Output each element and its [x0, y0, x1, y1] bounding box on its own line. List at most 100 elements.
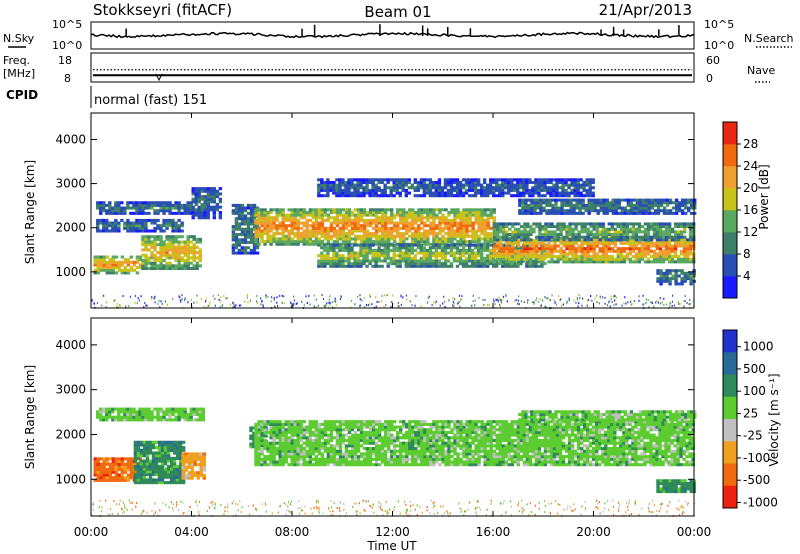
power-cell: [622, 255, 627, 259]
power-cell: [677, 301, 680, 304]
power-cell: [235, 304, 237, 307]
power-cell: [432, 213, 436, 217]
velocity-cell: [166, 472, 171, 477]
power-cell: [495, 186, 499, 190]
power-cell: [195, 256, 199, 260]
velocity-cell: [175, 475, 180, 479]
power-cell: [669, 303, 671, 306]
power-cell: [320, 232, 325, 236]
power-cell: [676, 257, 681, 261]
power-cell: [263, 208, 267, 212]
power-cell: [383, 229, 388, 233]
power-cell: [356, 234, 361, 238]
power-cell: [685, 252, 690, 256]
power-cell: [153, 256, 157, 260]
power-cell: [405, 224, 409, 228]
power-cell: [365, 254, 369, 258]
power-cell: [431, 304, 433, 307]
power-cell: [135, 221, 139, 225]
power-cell: [485, 248, 490, 252]
power-cell: [471, 224, 475, 228]
power-cell: [389, 210, 394, 214]
power-cell: [141, 243, 145, 247]
power-cell: [683, 203, 688, 207]
power-cell: [376, 300, 378, 303]
power-cell: [362, 208, 367, 212]
power-cell: [551, 203, 555, 207]
power-cell: [350, 186, 354, 190]
power-cell: [154, 295, 156, 298]
power-cell: [141, 209, 145, 213]
power-cell: [634, 222, 639, 226]
power-cell: [272, 224, 276, 228]
power-cell: [683, 300, 685, 303]
power-cell: [401, 188, 405, 192]
power-cell: [625, 257, 630, 261]
velocity-cell: [126, 476, 131, 480]
power-cell: [523, 244, 527, 248]
power-cell: [610, 295, 612, 298]
power-cell: [404, 256, 408, 260]
power-cell: [452, 180, 457, 184]
power-cell: [521, 211, 525, 215]
power-cell: [656, 277, 660, 281]
power-cell: [471, 208, 475, 212]
power-cell: [589, 222, 593, 226]
power-cell: [431, 180, 436, 184]
velocity-cell: [136, 440, 141, 444]
power-cell: [263, 226, 267, 230]
velocity-cell: [160, 475, 165, 479]
power-cell: [99, 221, 103, 225]
power-cell: [143, 306, 145, 309]
power-cell: [507, 178, 511, 182]
power-cell: [266, 226, 270, 230]
power-cell: [482, 180, 487, 184]
power-cell: [540, 188, 544, 192]
power-cell: [673, 260, 678, 264]
power-cell: [371, 226, 376, 230]
power-cell: [240, 251, 245, 255]
power-cell: [144, 256, 148, 260]
power-cell: [461, 183, 466, 187]
power-cell: [240, 222, 245, 226]
power-cell: [485, 262, 490, 266]
velocity-cell: [172, 448, 177, 452]
power-cell: [168, 243, 172, 247]
power-cell: [645, 298, 647, 301]
power-cell: [305, 221, 309, 225]
power-cell: [399, 218, 403, 222]
power-cell: [516, 180, 520, 184]
power-data-layer: [91, 178, 697, 310]
power-cell: [356, 213, 361, 217]
power-cell: [543, 183, 547, 187]
power-cell: [489, 208, 493, 212]
velocity-cell: [133, 459, 138, 463]
power-cell: [320, 194, 324, 198]
power-cell: [281, 216, 285, 220]
power-cell: [495, 183, 499, 187]
power-cell: [626, 201, 631, 205]
power-cell: [359, 178, 363, 182]
velocity-cell: [126, 478, 131, 482]
power-cell: [311, 221, 316, 225]
power-cell: [380, 226, 385, 230]
power-cell: [573, 299, 575, 302]
power-cell: [471, 221, 475, 225]
power-cell: [326, 218, 331, 222]
power-cell: [386, 178, 390, 182]
power-cell: [455, 256, 460, 260]
power-cell: [374, 259, 378, 263]
power-cell: [365, 221, 370, 225]
power-cell: [595, 244, 599, 248]
power-cell: [677, 274, 681, 278]
power-cell: [126, 221, 130, 225]
power-cell: [341, 234, 346, 238]
power-cell: [243, 248, 248, 252]
power-cell: [688, 303, 690, 306]
power-cell: [643, 260, 648, 264]
power-cell: [614, 299, 616, 302]
power-cell: [123, 266, 128, 270]
power-cell: [435, 237, 439, 241]
power-cell: [458, 186, 463, 190]
power-cell: [162, 211, 166, 215]
